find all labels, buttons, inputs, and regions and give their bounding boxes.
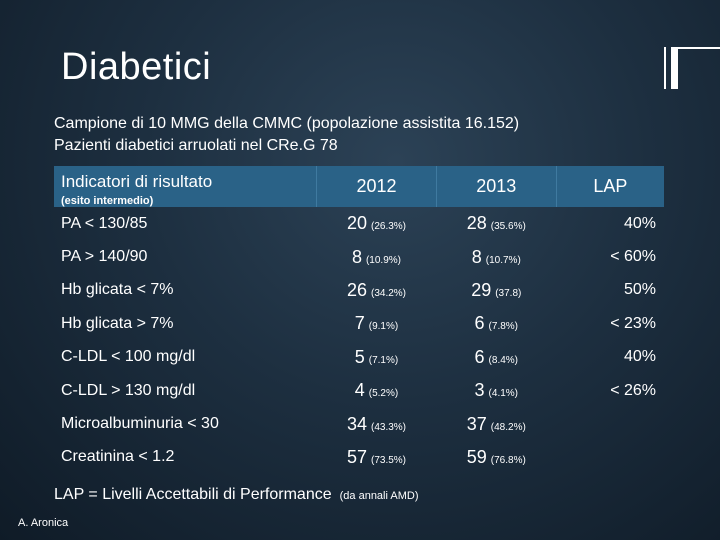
- table-row: PA < 130/85 20 (26.3%) 28 (35.6%) 40%: [54, 207, 664, 240]
- row-label: C-LDL > 130 mg/dl: [61, 381, 196, 399]
- cell-2013: 29 (37.8): [436, 274, 556, 307]
- header-2012: 2012: [316, 166, 437, 207]
- table-row: Hb glicata > 7% 7 (9.1%) 6 (7.8%) < 23%: [54, 307, 664, 340]
- cell-2012: 5 (7.1%): [317, 341, 437, 374]
- percent-2012: (26.3%): [370, 221, 406, 233]
- percent-2013: (37.8): [495, 287, 522, 299]
- table-row: Hb glicata < 7% 26 (34.2%) 29 (37.8) 50%: [54, 274, 664, 307]
- cell-lap: 40%: [556, 341, 664, 374]
- row-label: C-LDL < 100 mg/dl: [61, 348, 196, 366]
- table-row: Creatinina < 1.2 57 (73.5%) 59 (76.8%): [54, 441, 664, 474]
- value-2013: 6: [474, 313, 485, 334]
- row-label: PA > 140/90: [61, 248, 148, 266]
- cell-lap: 50%: [556, 274, 664, 307]
- table-body: PA < 130/85 20 (26.3%) 28 (35.6%) 40% PA > 140…: [54, 207, 664, 474]
- row-label: PA < 130/85: [61, 214, 148, 232]
- cell-lap: < 23%: [556, 307, 664, 340]
- value-2013: 59: [466, 446, 487, 467]
- value-2013: 37: [466, 413, 487, 434]
- corner-decoration-line: [678, 47, 720, 49]
- cell-2012: 20 (26.3%): [317, 207, 437, 240]
- cell-2013: 8 (10.7%): [436, 240, 556, 273]
- row-label: Hb glicata > 7%: [61, 314, 174, 332]
- value-lap: 40%: [623, 348, 656, 366]
- percent-2013: (8.4%): [488, 354, 518, 366]
- row-label: Hb glicata < 7%: [61, 281, 174, 299]
- cell-2012: 57 (73.5%): [317, 441, 437, 474]
- table-row: C-LDL > 130 mg/dl 4 (5.2%) 3 (4.1%) < 26%: [54, 374, 664, 407]
- percent-2013: (7.8%): [488, 321, 518, 333]
- value-lap: < 23%: [610, 314, 656, 332]
- percent-2012: (73.5%): [370, 454, 406, 466]
- value-2012: 4: [354, 380, 365, 401]
- corner-decoration-thin: [664, 47, 666, 89]
- cell-lap: 40%: [556, 207, 664, 240]
- percent-2013: (35.6%): [490, 221, 526, 233]
- cell-lap: [556, 441, 664, 474]
- header-2013: 2013: [436, 166, 557, 207]
- value-2012: 20: [346, 213, 367, 234]
- footnote: LAP = Livelli Accettabili di Performance…: [54, 486, 419, 504]
- value-2013: 6: [474, 346, 485, 367]
- value-lap: < 60%: [610, 248, 656, 266]
- cell-2012: 26 (34.2%): [317, 274, 437, 307]
- header-lap: LAP: [556, 166, 664, 207]
- percent-2012: (7.1%): [368, 354, 399, 366]
- percent-2012: (34.2%): [370, 287, 406, 299]
- value-2013: 8: [471, 246, 482, 267]
- cell-lap: < 26%: [556, 374, 664, 407]
- cell-2013: 6 (7.8%): [436, 307, 556, 340]
- cell-2013: 6 (8.4%): [436, 341, 556, 374]
- corner-decoration-thick: [671, 47, 678, 89]
- header-indicator-label: Indicatori di risultato: [61, 172, 213, 191]
- value-2012: 5: [354, 346, 365, 367]
- subtitle-sample: Campione di 10 MMG della CMMC (popolazio…: [54, 115, 520, 132]
- row-label: Creatinina < 1.2: [61, 448, 175, 466]
- percent-2013: (4.1%): [488, 388, 518, 400]
- value-2012: 26: [346, 279, 367, 300]
- cell-2013: 59 (76.8%): [436, 441, 556, 474]
- cell-2012: 4 (5.2%): [317, 374, 437, 407]
- slide-title: Diabetici: [61, 46, 212, 88]
- value-lap: < 26%: [610, 381, 656, 399]
- table-row: C-LDL < 100 mg/dl 5 (7.1%) 6 (8.4%) 40%: [54, 341, 664, 374]
- cell-2013: 28 (35.6%): [436, 207, 556, 240]
- cell-lap: < 60%: [556, 240, 664, 273]
- percent-2012: (43.3%): [370, 421, 406, 433]
- value-2013: 28: [466, 213, 487, 234]
- value-2013: 29: [471, 279, 492, 300]
- indicators-table: Indicatori di risultato (esito intermedi…: [54, 166, 664, 474]
- cell-2012: 7 (9.1%): [317, 307, 437, 340]
- cell-lap: [556, 407, 664, 440]
- table-header-row: Indicatori di risultato (esito intermedi…: [54, 166, 664, 207]
- value-lap: 50%: [623, 281, 656, 299]
- footnote-source: (da annali AMD): [339, 490, 419, 502]
- value-2012: 34: [346, 413, 367, 434]
- value-2012: 7: [354, 313, 365, 334]
- table-row: PA > 140/90 8 (10.9%) 8 (10.7%) < 60%: [54, 240, 664, 273]
- header-indicator: Indicatori di risultato (esito intermedi…: [54, 166, 318, 207]
- cell-2013: 3 (4.1%): [436, 374, 556, 407]
- cell-2012: 8 (10.9%): [317, 240, 437, 273]
- percent-2012: (10.9%): [365, 254, 401, 266]
- value-2013: 3: [474, 380, 485, 401]
- value-2012: 8: [351, 246, 362, 267]
- percent-2013: (76.8%): [490, 454, 526, 466]
- footnote-lap-definition: LAP = Livelli Accettabili di Performance: [54, 486, 332, 503]
- subtitle-enrolled: Pazienti diabetici arruolati nel CRe.G 7…: [54, 137, 338, 154]
- percent-2013: (48.2%): [490, 421, 526, 433]
- value-2012: 57: [346, 446, 367, 467]
- cell-2013: 37 (48.2%): [436, 407, 556, 440]
- percent-2013: (10.7%): [485, 254, 521, 266]
- author-credit: A. Aronica: [18, 517, 69, 529]
- cell-2012: 34 (43.3%): [317, 407, 437, 440]
- percent-2012: (5.2%): [368, 388, 399, 400]
- table-row: Microalbuminuria < 30 34 (43.3%) 37 (48.2%): [54, 407, 664, 440]
- header-indicator-note: (esito intermedio): [61, 195, 154, 207]
- percent-2012: (9.1%): [368, 321, 399, 333]
- value-lap: 40%: [623, 214, 656, 232]
- row-label: Microalbuminuria < 30: [61, 415, 219, 433]
